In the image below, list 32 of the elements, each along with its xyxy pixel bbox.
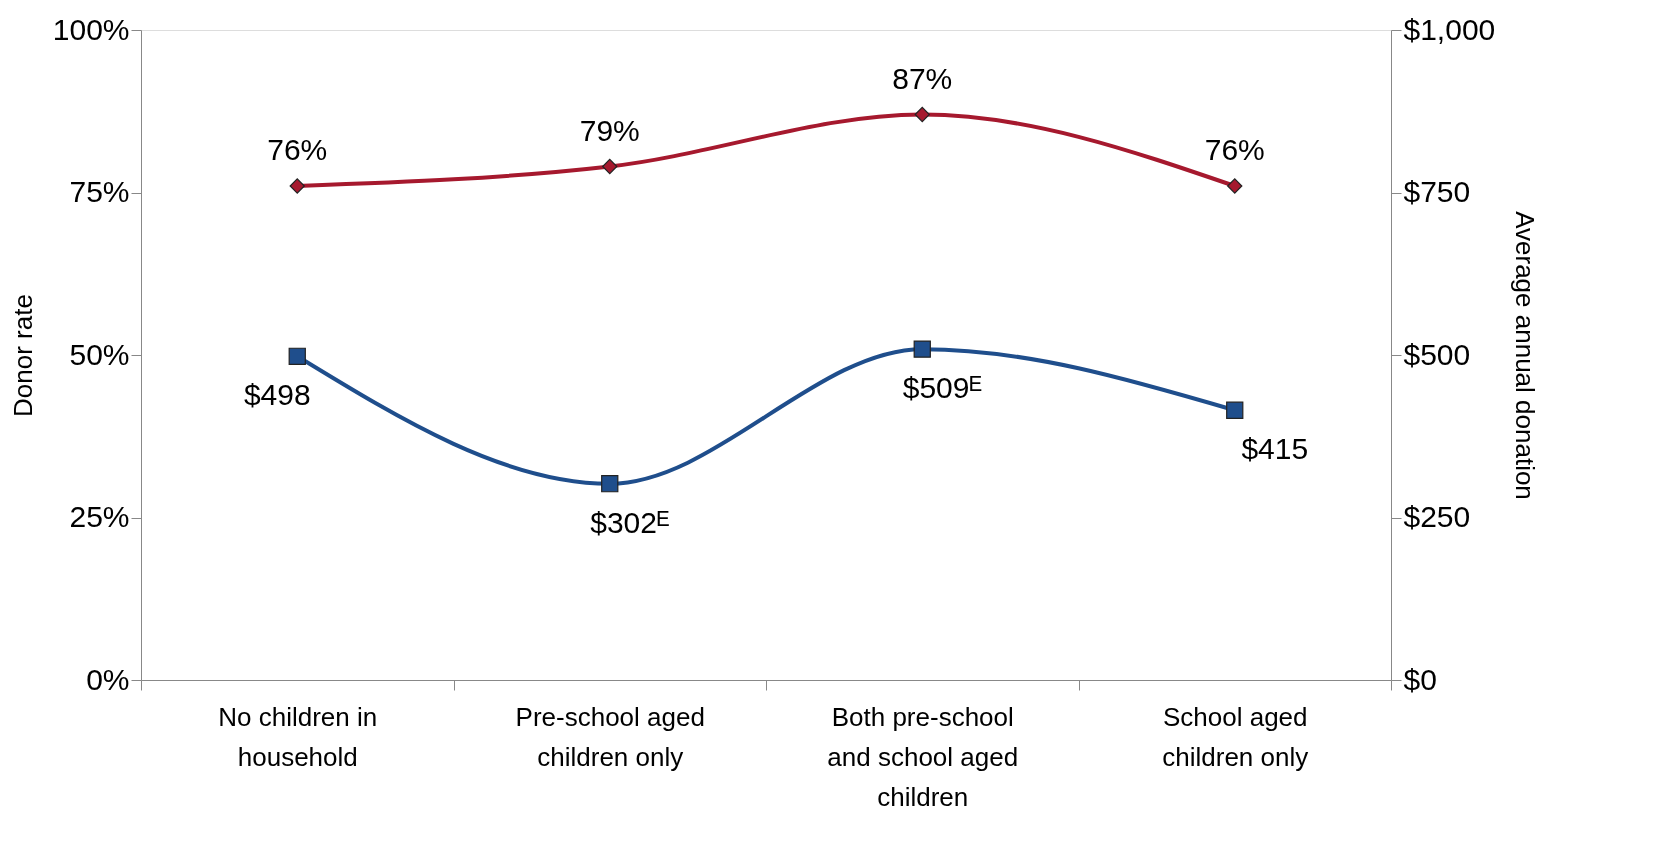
y-tick-label: 75%: [69, 175, 130, 208]
data-label: $302ᴱ: [590, 505, 670, 539]
y-tick-label: 25%: [69, 500, 130, 533]
point: [1227, 178, 1243, 194]
y2-tick-label: $750: [1403, 175, 1471, 208]
point: [1226, 401, 1244, 419]
x-tick-label: Both pre-school and school aged children: [827, 701, 1019, 812]
y2-tick-label: $250: [1403, 500, 1471, 533]
point: [289, 178, 305, 194]
y-tick-label: 50%: [69, 337, 130, 371]
x-tick-label: School aged children only: [1162, 701, 1309, 772]
data-label: 79%: [579, 113, 640, 147]
x-tick-label: No children in household: [218, 701, 378, 772]
data-label: 87%: [892, 61, 953, 95]
data-label: 76%: [1204, 133, 1265, 166]
y2-tick-label: $1,000: [1403, 12, 1496, 46]
point: [913, 340, 931, 358]
y2-tick-label: $0: [1403, 662, 1437, 696]
y-tick-label: 0%: [86, 662, 130, 696]
y-axis-title: Donor rate: [7, 294, 38, 417]
point: [601, 475, 619, 493]
point: [602, 158, 618, 175]
point: [914, 106, 930, 123]
y-tick-label: 100%: [52, 12, 130, 46]
data-label: $415: [1241, 432, 1309, 466]
y2-axis-title: Average annual donation: [1510, 211, 1541, 500]
y2-tick-label: $500: [1403, 337, 1471, 371]
data-label: 76%: [267, 133, 328, 166]
data-label: $498: [243, 378, 311, 412]
data-label: $509ᴱ: [902, 371, 982, 405]
x-tick-label: Pre-school aged children only: [515, 701, 705, 772]
point: [288, 347, 306, 365]
